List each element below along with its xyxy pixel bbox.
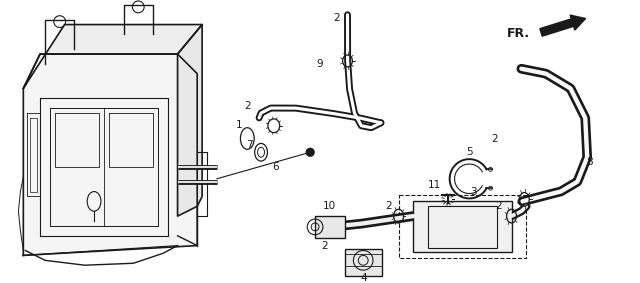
- Circle shape: [307, 148, 314, 156]
- Text: 2: 2: [495, 201, 502, 211]
- Text: FR.: FR.: [507, 27, 530, 40]
- Text: 2: 2: [385, 201, 392, 211]
- Polygon shape: [23, 25, 202, 88]
- Bar: [344, 248, 382, 276]
- Bar: [399, 194, 526, 258]
- Text: 2: 2: [321, 241, 328, 250]
- Text: 11: 11: [428, 180, 442, 190]
- Text: 6: 6: [273, 162, 279, 172]
- Text: 3: 3: [470, 186, 477, 197]
- Bar: [413, 201, 511, 252]
- Bar: [428, 206, 497, 248]
- Text: 4: 4: [361, 273, 367, 283]
- Text: 7: 7: [246, 140, 253, 150]
- FancyArrow shape: [540, 15, 586, 36]
- Text: 9: 9: [317, 59, 323, 69]
- Polygon shape: [23, 54, 197, 255]
- Polygon shape: [177, 25, 202, 216]
- Text: 10: 10: [323, 201, 337, 211]
- Text: 2: 2: [492, 134, 498, 145]
- Text: 5: 5: [466, 147, 472, 157]
- Text: 2: 2: [244, 101, 251, 111]
- Text: 8: 8: [586, 157, 593, 167]
- Text: 2: 2: [333, 13, 340, 23]
- Bar: [315, 216, 344, 238]
- Text: 1: 1: [236, 120, 243, 130]
